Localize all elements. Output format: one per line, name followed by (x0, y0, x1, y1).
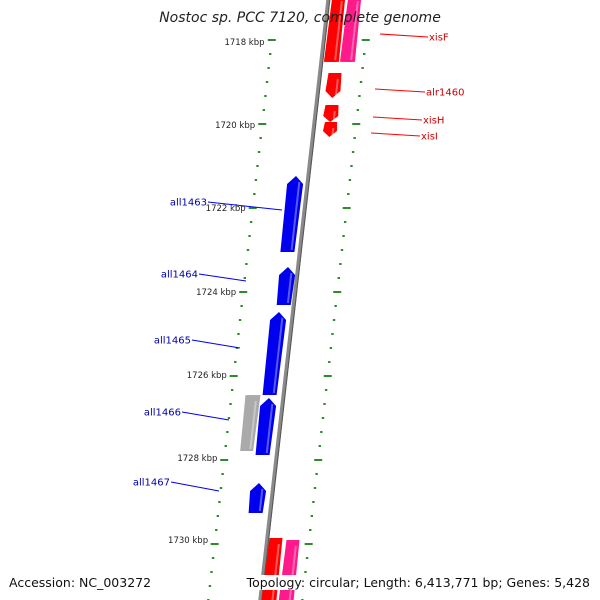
gene-arrow-pink-top-shine (350, 0, 359, 61)
tick-label: 1718 kbp (224, 38, 264, 48)
gene-leader-xisF (379, 33, 429, 38)
gene-arrow-grey (240, 395, 261, 451)
gene-leader-all1463 (207, 201, 283, 211)
page-title: Nostoc sp. PCC 7120, complete genome (159, 10, 441, 26)
gene-arrow-red-top-shine (334, 0, 343, 61)
gene-arrow-all1465-shine (272, 317, 284, 394)
gene-label-all1466[interactable]: all1466 (144, 408, 181, 419)
gene-leader-xisI (370, 132, 421, 137)
gene-arrow-all1464 (276, 267, 296, 305)
gene-arrow-grey-shine (249, 400, 257, 450)
gene-label-xisF[interactable]: xisF (429, 33, 449, 44)
gene-arrow-pink-top (339, 0, 362, 62)
gene-arrow-pink-bottom-shine (288, 545, 297, 600)
tick-label: 1724 kbp (196, 288, 236, 298)
topology-text: Topology: circular; Length: 6,413,771 bp… (244, 575, 592, 590)
tick-label: 1726 kbp (187, 371, 227, 381)
gene-arrow-all1467-shine (258, 488, 264, 512)
gene-arrow-all1467 (248, 483, 267, 513)
genome-backbone-edge (261, 0, 331, 600)
gene-arrow-all1466-shine (265, 403, 274, 454)
tick-label: 1722 kbp (206, 204, 246, 214)
gene-arrow-red-3 (323, 105, 339, 122)
tick-label: 1728 kbp (177, 454, 217, 464)
gene-arrow-red-4 (322, 122, 337, 137)
gene-arrow-all1465 (262, 312, 287, 395)
tick-label: 1720 kbp (215, 121, 255, 131)
gene-arrow-red-3-shine (332, 110, 336, 121)
gene-leader-all1466 (181, 411, 230, 421)
gene-label-all1464[interactable]: all1464 (161, 270, 198, 281)
gene-label-xisI[interactable]: xisI (421, 132, 438, 143)
gene-leader-alr1460 (374, 88, 426, 93)
gene-arrow-red-4-shine (331, 127, 335, 136)
tick-label: 1730 kbp (168, 536, 208, 546)
gene-label-all1467[interactable]: all1467 (133, 478, 170, 489)
gene-arrow-all1466 (255, 398, 277, 455)
gene-arrow-red-2-shine (334, 78, 339, 97)
gene-label-all1465[interactable]: all1465 (154, 336, 191, 347)
gene-leader-all1467 (170, 481, 220, 492)
gene-arrow-all1463 (280, 176, 304, 252)
genome-backbone (258, 0, 331, 600)
accession-text: Accession: NC_003272 (7, 575, 154, 590)
gene-label-xisH[interactable]: xisH (423, 116, 444, 127)
gene-arrow-red-top (323, 0, 346, 62)
gene-leader-all1465 (191, 339, 241, 349)
gene-leader-xisH (372, 116, 423, 121)
gene-leader-all1464 (198, 273, 247, 282)
gene-arrow-all1464-shine (286, 272, 293, 304)
gene-label-alr1460[interactable]: alr1460 (426, 88, 464, 99)
gene-arrow-red-bottom-shine (271, 543, 280, 600)
gene-label-all1463[interactable]: all1463 (170, 198, 207, 209)
gene-arrow-all1463-shine (290, 181, 301, 251)
gene-arrow-red-2 (325, 73, 342, 98)
